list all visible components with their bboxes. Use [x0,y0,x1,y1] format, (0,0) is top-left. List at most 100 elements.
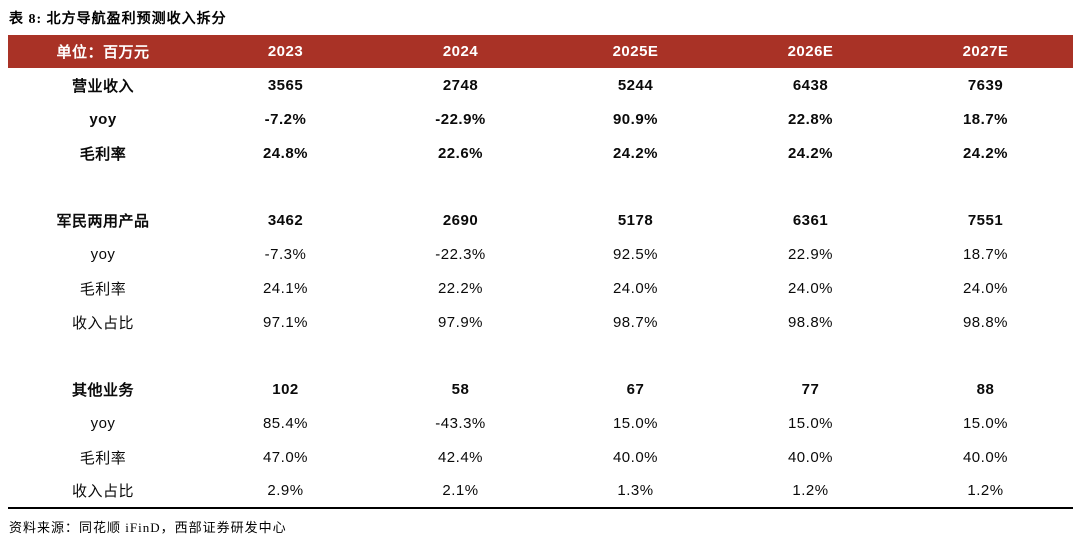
table-row: yoy -7.2% -22.9% 90.9% 22.8% 18.7% [8,102,1073,136]
value-cell: 88 [976,380,995,398]
value-cell: 98.7% [612,313,659,331]
value-cell: 40.0% [787,448,834,466]
row-label: yoy [90,414,116,432]
value-cell: 24.0% [787,279,834,297]
row-label: 收入占比 [8,474,198,509]
value-cell: 42.4% [437,448,484,466]
value-cell: 97.1% [262,313,309,331]
value-cell [198,170,373,203]
value-cell: 24.8% [262,144,309,162]
value-cell: -7.2% [264,110,307,128]
table-row: yoy 85.4% -43.3% 15.0% 15.0% 15.0% [8,406,1073,440]
source-note: 资料来源：同花顺 iFinD，西部证券研发中心 [9,520,287,535]
table-header-row: 单位：百万元 2023 2024 2025E 2026E 2027E [8,35,1073,68]
value-cell: -22.3% [435,245,486,263]
table-row: yoy -7.3% -22.3% 92.5% 22.9% 18.7% [8,237,1073,271]
value-cell: 24.1% [262,279,309,297]
row-label [8,170,198,203]
value-cell: 67 [626,380,645,398]
value-cell: 92.5% [612,245,659,263]
row-label: 收入占比 [71,314,134,332]
table-row: 收入占比 97.1% 97.9% 98.7% 98.8% 98.8% [8,305,1073,339]
value-cell: 24.0% [612,279,659,297]
value-cell: 1.3% [548,474,723,509]
value-cell: 2.1% [373,474,548,509]
year-column-header: 2025E [548,35,723,68]
value-cell: 15.0% [962,414,1009,432]
value-cell [373,339,548,372]
value-cell: 58 [451,380,470,398]
value-cell: 2690 [442,211,479,229]
value-cell: 98.8% [787,313,834,331]
year-column-header: 2026E [723,35,898,68]
year-column-header: 2024 [373,35,548,68]
value-cell: 98.8% [962,313,1009,331]
value-cell: 15.0% [612,414,659,432]
value-cell: 7639 [967,76,1004,94]
value-cell: 24.2% [787,144,834,162]
value-cell: 102 [272,380,299,398]
value-cell: 7551 [967,211,1004,229]
value-cell: 77 [801,380,820,398]
value-cell: 1.2% [898,474,1073,509]
table-row: 军民两用产品 3462 2690 5178 6361 7551 [8,203,1073,237]
value-cell [898,170,1073,203]
value-cell: 15.0% [787,414,834,432]
spacer-row [8,339,1073,372]
value-cell [723,170,898,203]
value-cell: -7.3% [264,245,307,263]
row-label: 其他业务 [71,381,134,399]
value-cell: -22.9% [435,110,486,128]
value-cell: 40.0% [612,448,659,466]
value-cell: 40.0% [962,448,1009,466]
table-row: 收入占比 2.9% 2.1% 1.3% 1.2% 1.2% [8,474,1073,509]
value-cell: 5178 [617,211,654,229]
value-cell: 18.7% [962,110,1009,128]
row-label [8,339,198,372]
row-label: 毛利率 [79,280,127,298]
value-cell: 85.4% [262,414,309,432]
value-cell [723,339,898,372]
value-cell: 2.9% [198,474,373,509]
value-cell: 5244 [617,76,654,94]
value-cell: 24.2% [962,144,1009,162]
year-column-header: 2023 [198,35,373,68]
table-title: 表 8: 北方导航盈利预测收入拆分 [9,12,227,27]
table-row: 其他业务 102 58 67 77 88 [8,372,1073,406]
revenue-forecast-table: 单位：百万元 2023 2024 2025E 2026E 2027E 营业收入 3565 2… [8,35,1073,509]
value-cell: 1.2% [723,474,898,509]
table-row: 营业收入 3565 2748 5244 6438 7639 [8,68,1073,102]
value-cell: 97.9% [437,313,484,331]
value-cell: 24.0% [962,279,1009,297]
table-row: 毛利率 47.0% 42.4% 40.0% 40.0% 40.0% [8,440,1073,474]
value-cell [548,339,723,372]
value-cell: 3462 [267,211,304,229]
table-row: 毛利率 24.1% 22.2% 24.0% 24.0% 24.0% [8,271,1073,305]
value-cell: 22.2% [437,279,484,297]
row-label: 军民两用产品 [56,212,150,230]
value-cell [198,339,373,372]
value-cell: 18.7% [962,245,1009,263]
value-cell: 6438 [792,76,829,94]
value-cell [373,170,548,203]
value-cell: 2748 [442,76,479,94]
row-label: 毛利率 [79,449,127,467]
unit-label: 单位：百万元 [8,35,198,68]
table-row: 毛利率 24.8% 22.6% 24.2% 24.2% 24.2% [8,136,1073,170]
value-cell: 3565 [267,76,304,94]
row-label: yoy [89,110,117,128]
row-label: 营业收入 [71,77,134,95]
value-cell: 6361 [792,211,829,229]
value-cell: -43.3% [435,414,486,432]
spacer-row [8,170,1073,203]
year-column-header: 2027E [898,35,1073,68]
row-label: 毛利率 [79,145,127,163]
value-cell: 90.9% [612,110,659,128]
value-cell: 22.8% [787,110,834,128]
row-label: yoy [90,245,116,263]
value-cell: 24.2% [612,144,659,162]
value-cell [898,339,1073,372]
value-cell: 47.0% [262,448,309,466]
value-cell [548,170,723,203]
